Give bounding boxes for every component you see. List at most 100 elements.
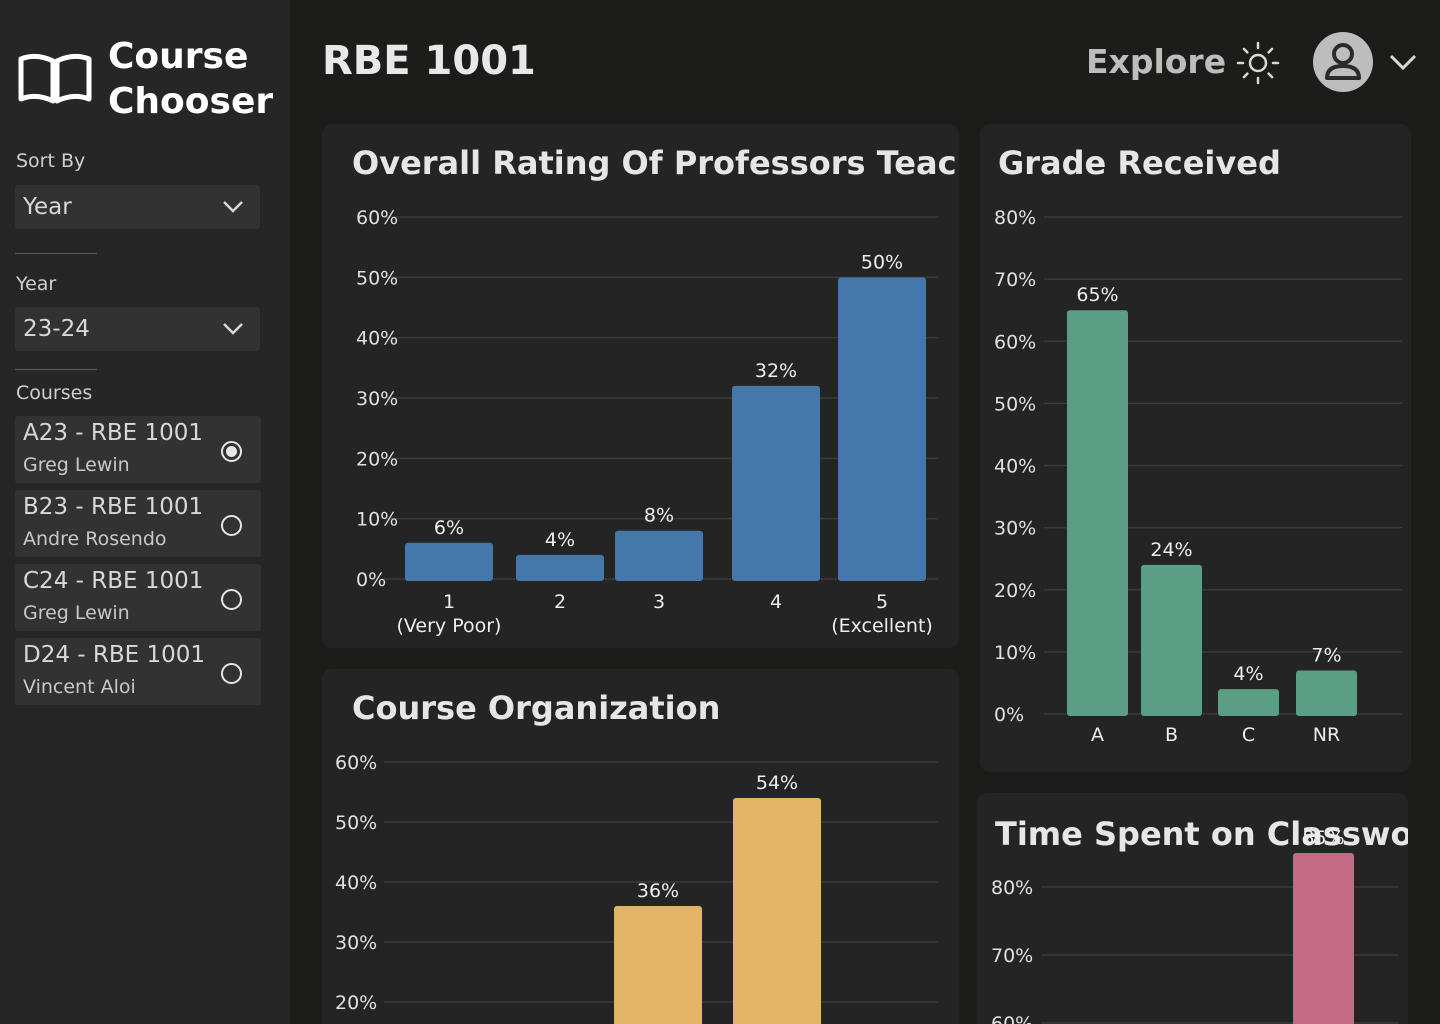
y-tick-label: 60% (991, 1013, 1033, 1024)
explore-link[interactable]: Explore (1086, 42, 1227, 81)
card-title: Overall Rating Of Professors Teaching (352, 144, 959, 182)
course-radio-selected[interactable] (221, 441, 242, 462)
course-professor: Vincent Aloi (23, 676, 136, 698)
bar (516, 554, 604, 581)
bar (1296, 670, 1357, 716)
y-tick-label: 60% (335, 752, 377, 774)
course-item[interactable]: D24 - RBE 1001 Vincent Aloi (15, 638, 261, 705)
card-title: Course Organization (352, 689, 721, 727)
course-item[interactable]: B23 - RBE 1001 Andre Rosendo (15, 490, 261, 557)
y-tick-label: 0% (356, 569, 386, 591)
bar (405, 542, 493, 581)
x-tick-label: (Excellent) (831, 615, 933, 637)
y-tick-label: 70% (994, 269, 1036, 291)
y-tick-label: 20% (335, 992, 377, 1014)
course-professor: Greg Lewin (23, 454, 130, 476)
card-title: Grade Received (998, 144, 1281, 182)
x-tick-label: NR (1313, 724, 1340, 746)
x-tick-label: 3 (653, 591, 665, 613)
course-professor: Greg Lewin (23, 602, 130, 624)
data-label: 4% (545, 529, 575, 551)
year-select[interactable]: 23-24 (15, 307, 260, 351)
data-label: 6% (434, 517, 464, 539)
chevron-down-icon[interactable] (1388, 52, 1418, 72)
x-tick-label: 5 (876, 591, 888, 613)
sidebar: Course Chooser Sort By Year Year 23-24 C… (0, 0, 290, 1024)
organization-chart: 0%10%20%30%40%50%60%36%54% (335, 752, 938, 1024)
y-tick-label: 10% (356, 509, 398, 531)
data-label: 4% (1233, 663, 1263, 685)
y-tick-label: 70% (991, 945, 1033, 967)
data-label: 54% (756, 772, 798, 794)
course-radio[interactable] (221, 515, 242, 536)
course-radio[interactable] (221, 663, 242, 684)
x-tick-label: B (1165, 724, 1178, 746)
y-tick-label: 40% (335, 872, 377, 894)
app-logo[interactable]: Course Chooser (18, 34, 273, 124)
bar (1067, 310, 1128, 716)
data-label: 36% (637, 880, 679, 902)
course-item[interactable]: C24 - RBE 1001 Greg Lewin (15, 564, 261, 631)
bar (1141, 564, 1202, 716)
data-label: 85% (1302, 827, 1344, 849)
y-tick-label: 50% (335, 812, 377, 834)
sort-by-select[interactable]: Year (15, 185, 260, 229)
card-title: Time Spent on Classwork (995, 815, 1408, 853)
app-title-line1: Course (108, 36, 249, 77)
y-tick-label: 0% (994, 704, 1024, 726)
y-tick-label: 80% (994, 207, 1036, 229)
grade-card: Grade Received 0% 10% 20% 30% 40% 50% 60% 70% 80… (980, 124, 1411, 772)
course-professor: Andre Rosendo (23, 528, 167, 550)
y-tick-label: 30% (994, 518, 1036, 540)
y-tick-label: 60% (356, 207, 398, 229)
chevron-down-icon (223, 323, 243, 335)
time-card: Time Spent on Classwork 60% 70% 80% 85% (977, 793, 1408, 1024)
y-tick-label: 30% (356, 388, 398, 410)
y-tick-label: 10% (994, 642, 1036, 664)
x-tick-label: 2 (554, 591, 566, 613)
avatar[interactable] (1313, 32, 1373, 92)
bar (1218, 689, 1279, 716)
rating-card: Overall Rating Of Professors Teaching 0%… (322, 124, 959, 648)
x-tick-label: (Very Poor) (397, 615, 502, 637)
x-tick-label: 1 (443, 591, 455, 613)
course-item[interactable]: A23 - RBE 1001 Greg Lewin (15, 416, 261, 483)
sort-by-label: Sort By (16, 150, 86, 172)
course-code: C24 - RBE 1001 (23, 568, 204, 594)
organization-card: Course Organization 0%10%20%30%40%50%60%… (322, 669, 959, 1024)
time-chart: 60% 70% 80% 85% (991, 827, 1399, 1024)
course-code: D24 - RBE 1001 (23, 642, 206, 668)
year-label: Year (16, 273, 57, 295)
app-title-line2: Chooser (108, 81, 274, 122)
divider (15, 369, 97, 370)
rating-chart: 0% 10% 20% 30% 40% 50% 60% 6% 4% 8% 32% 50% 1(Very P… (356, 207, 938, 637)
x-tick-label: C (1242, 724, 1255, 746)
grade-chart: 0% 10% 20% 30% 40% 50% 60% 70% 80% 65% 24% 4% 7% A B C N… (994, 207, 1402, 746)
courses-label: Courses (16, 382, 93, 404)
data-label: 32% (755, 360, 797, 382)
y-tick-label: 40% (356, 328, 398, 350)
x-tick-label: A (1091, 724, 1104, 746)
divider (15, 253, 97, 254)
bar (733, 798, 821, 1024)
data-label: 7% (1311, 645, 1341, 667)
x-tick-label: 4 (770, 591, 782, 613)
data-label: 50% (861, 251, 903, 273)
y-tick-label: 30% (335, 932, 377, 954)
sun-icon[interactable] (1236, 41, 1280, 85)
sort-by-value: Year (23, 194, 72, 220)
data-label: 65% (1076, 284, 1118, 306)
y-tick-label: 60% (994, 331, 1036, 353)
y-tick-label: 80% (991, 877, 1033, 899)
y-tick-label: 50% (356, 267, 398, 289)
bar (615, 530, 703, 581)
course-radio[interactable] (221, 589, 242, 610)
year-value: 23-24 (23, 316, 90, 342)
bar (838, 277, 926, 581)
course-code: B23 - RBE 1001 (23, 494, 204, 520)
y-tick-label: 40% (994, 456, 1036, 478)
data-label: 8% (644, 505, 674, 527)
app-title: Course Chooser (108, 34, 273, 124)
y-tick-label: 50% (994, 393, 1036, 415)
bar (614, 906, 702, 1024)
